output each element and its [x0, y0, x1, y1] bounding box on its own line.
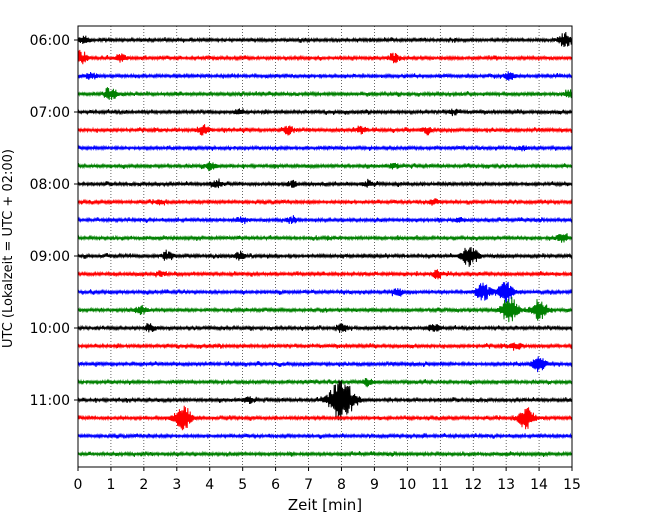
trace-row-0715 — [77, 124, 573, 136]
y-tick-label: 07:00 — [30, 105, 70, 121]
trace-row-1115 — [77, 405, 573, 431]
trace-row-0900 — [77, 246, 573, 267]
x-tick-label: 6 — [271, 477, 280, 493]
x-tick-label: 5 — [238, 477, 247, 493]
x-tick-label: 2 — [139, 477, 148, 493]
trace-row-0645 — [77, 87, 573, 100]
x-tick-label: 4 — [205, 477, 214, 493]
x-axis-label: Zeit [min] — [288, 496, 362, 514]
trace-row-0745 — [77, 161, 573, 172]
x-tick-label: 12 — [464, 477, 482, 493]
x-tick-label: 11 — [431, 477, 449, 493]
trace-row-0800 — [77, 178, 573, 189]
trace-row-0730 — [77, 144, 573, 152]
x-axis-ticks: 0 1 2 3 4 5 6 7 8 9 10 11 12 13 14 15 — [74, 467, 581, 493]
trace-row-1030 — [77, 356, 573, 373]
y-tick-label: 09:00 — [30, 249, 70, 265]
trace-row-1145 — [77, 450, 573, 458]
x-tick-label: 1 — [106, 477, 115, 493]
trace-row-1130 — [77, 432, 573, 440]
x-tick-label: 3 — [172, 477, 181, 493]
x-tick-label: 9 — [370, 477, 379, 493]
x-tick-label: 7 — [304, 477, 313, 493]
trace-row-0815 — [77, 198, 573, 206]
trace-row-1000 — [77, 323, 573, 333]
trace-row-0930 — [77, 281, 573, 303]
y-axis-label: UTC (Lokalzeit = UTC + 02:00) — [1, 149, 16, 348]
y-tick-label: 06:00 — [30, 33, 70, 49]
x-tick-label: 0 — [74, 477, 83, 493]
y-axis-ticks: 06:00 07:00 08:00 09:00 10:00 11:00 — [30, 33, 78, 409]
x-tick-label: 15 — [563, 477, 581, 493]
x-tick-label: 13 — [497, 477, 515, 493]
trace-row-1015 — [77, 342, 573, 351]
trace-row-0600 — [77, 32, 573, 47]
trace-row-1100 — [77, 379, 573, 421]
x-tick-label: 10 — [398, 477, 416, 493]
y-tick-label: 10:00 — [30, 321, 70, 337]
trace-row-0945 — [77, 296, 573, 323]
plot-frame — [77, 25, 573, 468]
trace-row-0830 — [77, 215, 573, 225]
trace-row-0700 — [77, 108, 573, 117]
trace-row-1045 — [77, 378, 573, 388]
trace-row-0845 — [77, 233, 573, 243]
x-tick-label: 8 — [337, 477, 346, 493]
y-tick-label: 11:00 — [30, 393, 70, 409]
trace-row-0630 — [77, 71, 573, 81]
trace-row-0915 — [77, 269, 573, 280]
y-tick-label: 08:00 — [30, 177, 70, 193]
seismic-traces — [77, 32, 573, 458]
trace-row-0615 — [77, 49, 573, 65]
x-tick-label: 14 — [530, 477, 548, 493]
